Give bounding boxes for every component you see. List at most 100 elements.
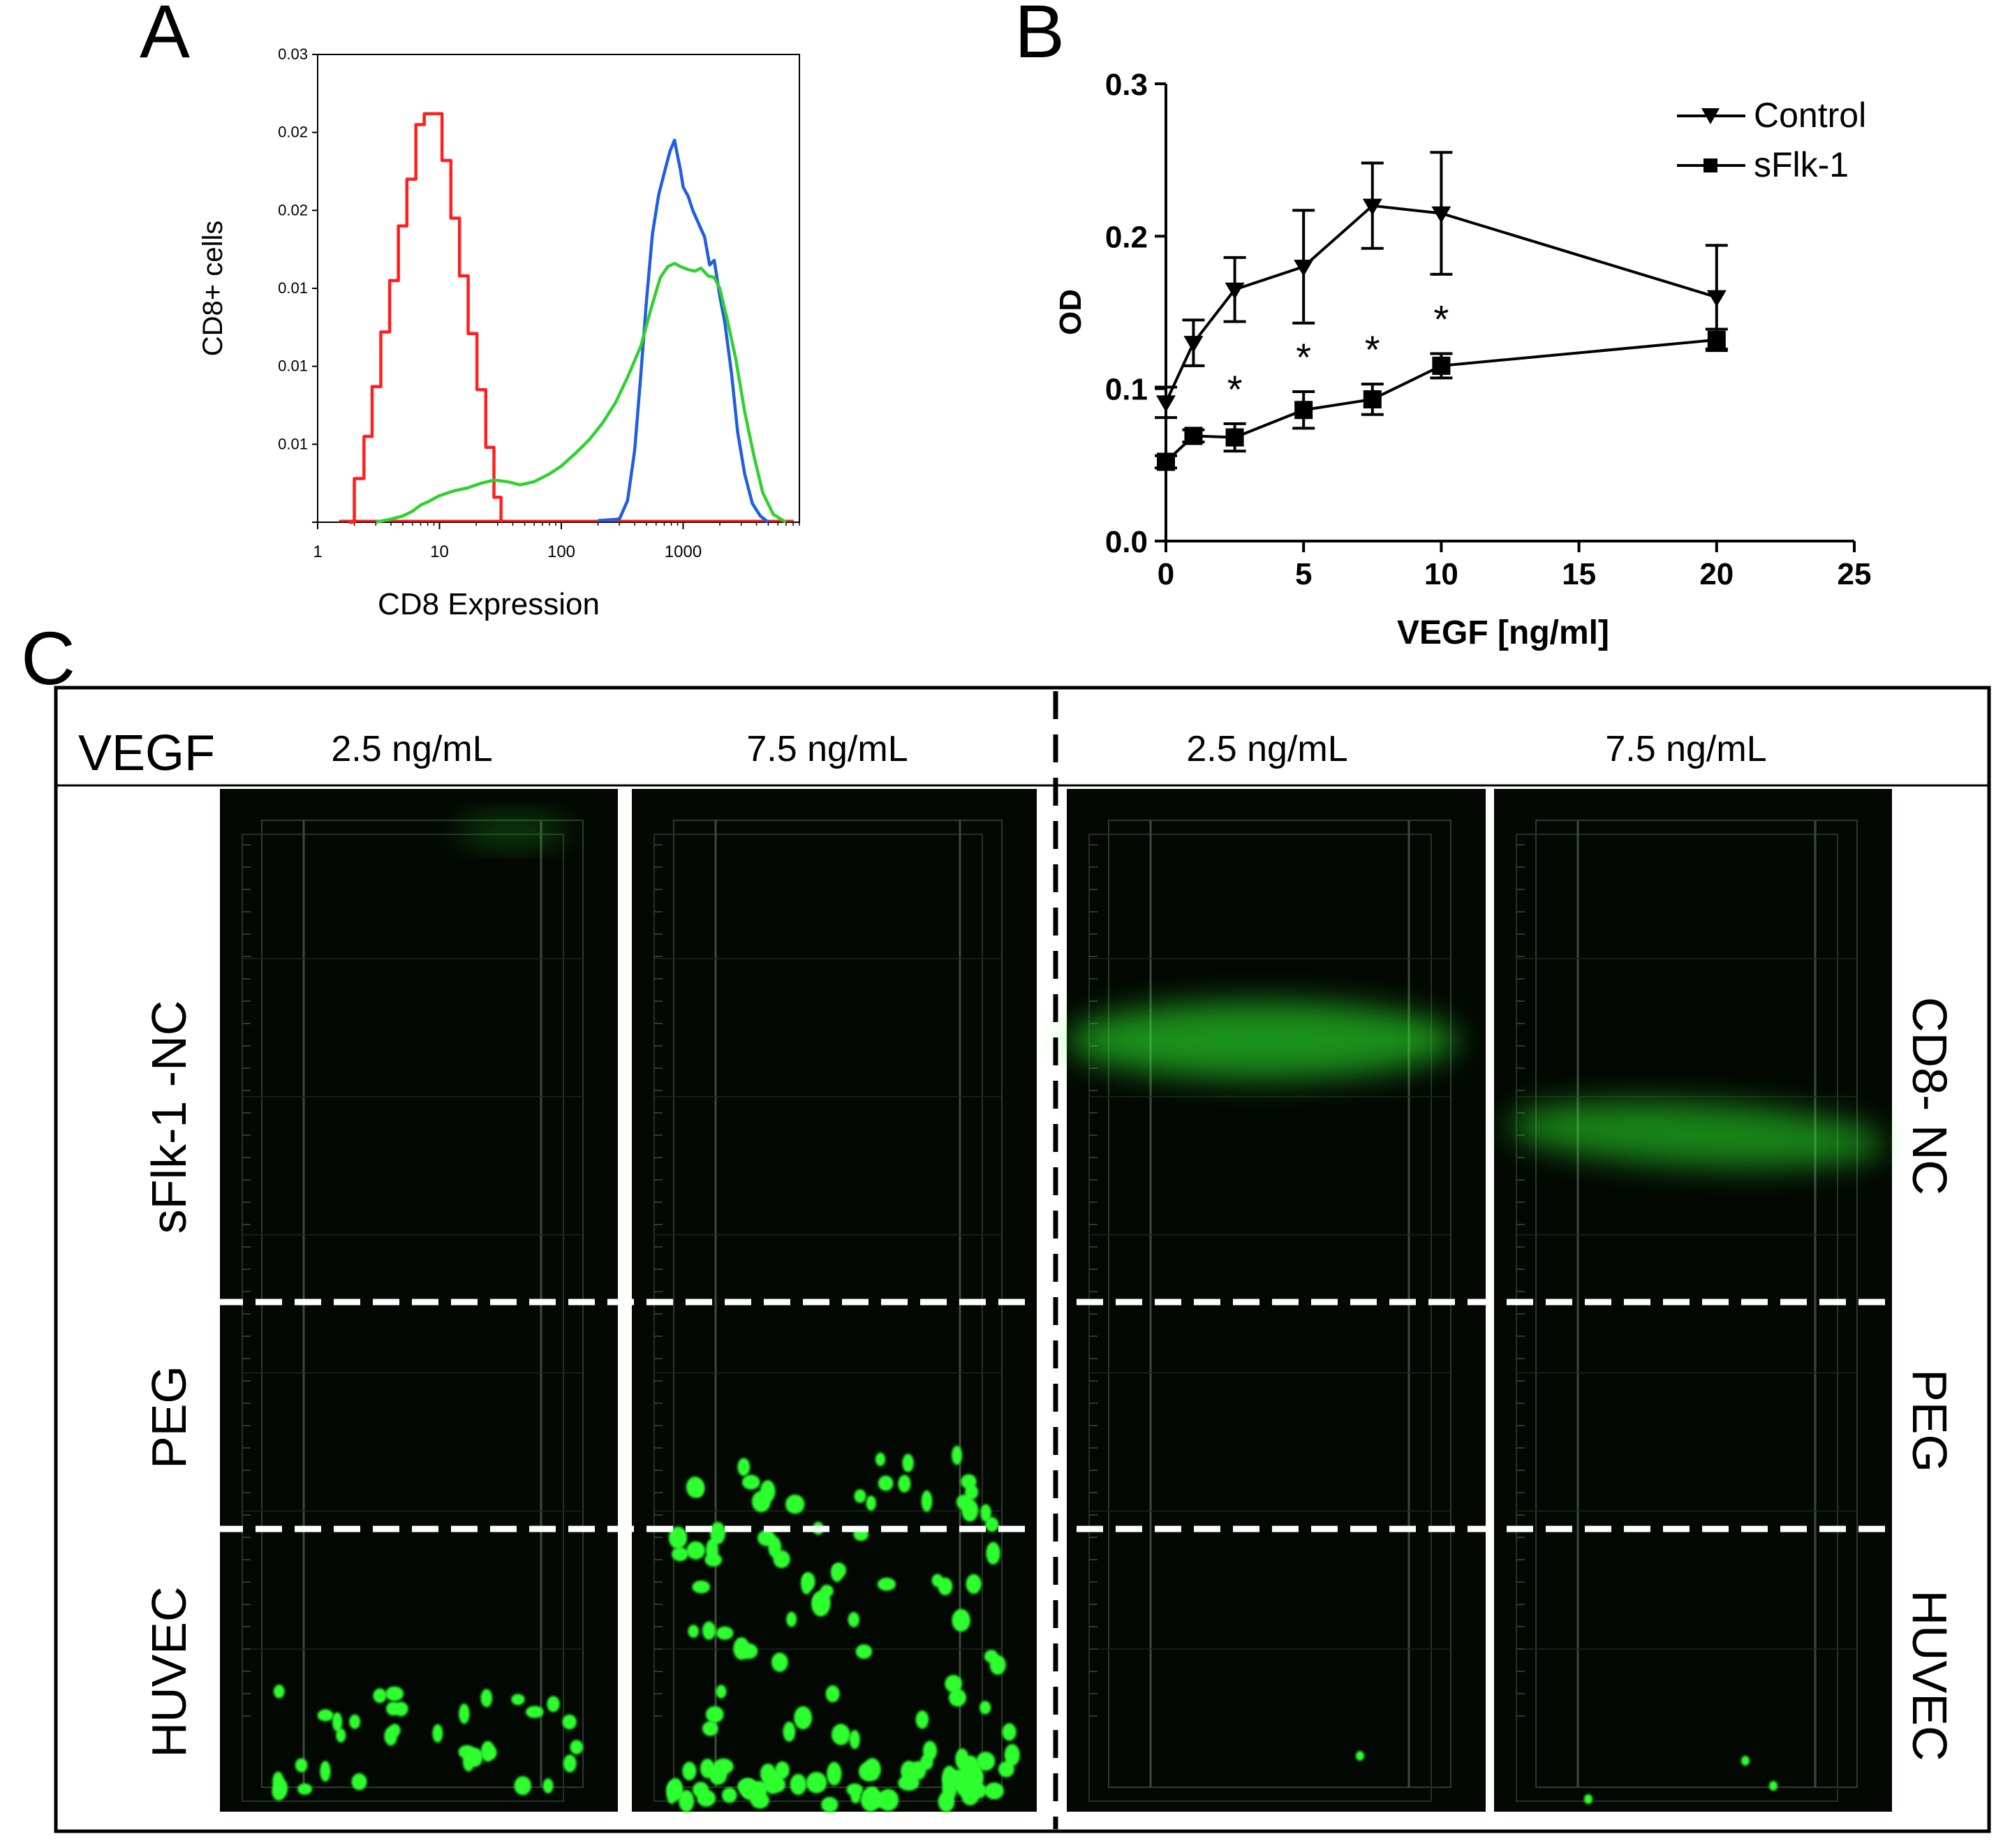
migrated-cell [966,1574,982,1595]
legend: Control sFlk-1 [1677,96,1866,184]
invasion-image-panel: VEGF 2.5 ng/mL 7.5 ng/mL 2.5 ng/mL 7.5 n… [54,686,1991,1833]
migrated-cell [961,1787,980,1805]
data-point [1362,198,1382,216]
x-tick-label: 15 [1562,557,1596,591]
migrated-cell [702,1621,716,1640]
migrated-cell [827,1761,842,1786]
migrated-cell [702,1721,718,1736]
y-tick-label: 0.2 [1105,220,1148,254]
migrated-cell [525,1706,544,1718]
wireframe-box [242,834,564,1802]
data-point [1363,390,1382,408]
legend-square-marker [1703,158,1717,172]
migrated-cell [985,1517,999,1532]
histogram-panel: 0.01 0.01 0.01 0.02 0.02 0.03 1 10 100 1000 CD8 … [198,45,800,621]
migrated-cell [1002,1723,1017,1741]
migrated-cell [272,1782,286,1801]
migrated-cell [741,1780,761,1801]
migrated-cell [705,1706,724,1723]
migrated-cell [931,1574,944,1588]
migrated-cell [273,1684,285,1699]
migrated-cell [751,1491,771,1513]
migrated-cell [666,1780,681,1800]
migrated-cell [864,1786,880,1803]
migrated-cell [317,1709,334,1722]
migrated-cell [570,1740,584,1754]
histogram-line-3 [375,262,788,524]
y-tick-label: 0.01 [278,279,308,297]
legend-item-control: Control [1677,96,1866,135]
migrated-cell [848,1611,860,1627]
significance-star: * [1227,367,1243,411]
histogram-series [339,112,794,524]
migrated-cell [668,1526,688,1549]
panel-letter-a: A [140,0,190,73]
data-point [1157,452,1175,471]
column-label: 7.5 ng/mL [746,729,908,769]
migrated-cell [980,1504,991,1522]
migrated-cell [801,1572,815,1591]
data-point [1431,206,1451,223]
migrated-cell [785,1494,805,1514]
migrated-cell [821,1796,838,1813]
migrated-cell [878,1475,894,1491]
migrated-cell [373,1688,387,1703]
y-axis-ticks: 0.0 0.1 0.2 0.3 [1105,68,1166,559]
migrated-cell [831,1562,847,1579]
significance-star: * [1434,297,1449,341]
y-tick-label: 0.02 [278,124,308,141]
legend-triangle-marker [1701,108,1720,124]
y-axis-ticks: 0.01 0.01 0.01 0.02 0.02 0.03 [278,45,318,523]
data-point [1294,260,1314,276]
migrated-cell [468,1747,483,1767]
column-label: 2.5 ng/mL [1186,729,1347,769]
migrated-cell [737,1458,751,1477]
data-point [1294,401,1313,420]
x-tick-label: 100 [547,542,575,561]
migrated-cell [866,1495,876,1511]
migrated-cell [790,1773,807,1796]
row-label-right: PEG [1902,1369,1957,1472]
migrated-cell [385,1686,404,1701]
row-label-left: HUVEC [142,1586,196,1757]
migrated-cell [986,1542,1000,1565]
x-tick-label: 0 [1158,557,1174,591]
migrated-cell [915,1710,929,1729]
migrated-cell [297,1783,313,1795]
migrated-cell [771,1653,788,1672]
migrated-cell [806,1771,827,1794]
migrated-cell [763,1770,782,1794]
migrated-cell [389,1724,401,1737]
legend-item-sflk1: sFlk-1 [1677,145,1849,184]
migrated-cell [998,1761,1014,1777]
migrated-cell [875,1452,886,1466]
migrated-cell [831,1724,850,1745]
migrated-cell [854,1489,866,1503]
migrated-cell [849,1729,860,1750]
y-axis-label: OD [1054,289,1088,335]
migrated-cell [710,1521,726,1545]
migrated-cell [947,1769,969,1789]
x-axis-label: CD8 Expression [378,587,600,621]
diffuse-signal [457,817,569,845]
x-tick-label: 10 [430,542,449,561]
migrated-cell [922,1740,938,1761]
migrated-cell [686,1541,706,1560]
migrated-cell [877,1577,896,1591]
migrated-cell [671,1547,688,1562]
migrated-cell [945,1674,963,1693]
migrated-cell [898,1474,911,1493]
wireframe-box [1088,834,1432,1802]
migrated-cell [948,1688,967,1707]
diffuse-signal [1508,1101,1885,1168]
migrated-cell [961,1474,977,1489]
migrated-cell [1584,1794,1592,1804]
histogram-line-1 [348,112,503,524]
data-point [1183,336,1204,353]
diffuse-signal [1067,1002,1458,1079]
migrated-cell [332,1712,343,1732]
wireframe-box [1535,820,1858,1788]
histogram-line-2 [598,138,769,524]
